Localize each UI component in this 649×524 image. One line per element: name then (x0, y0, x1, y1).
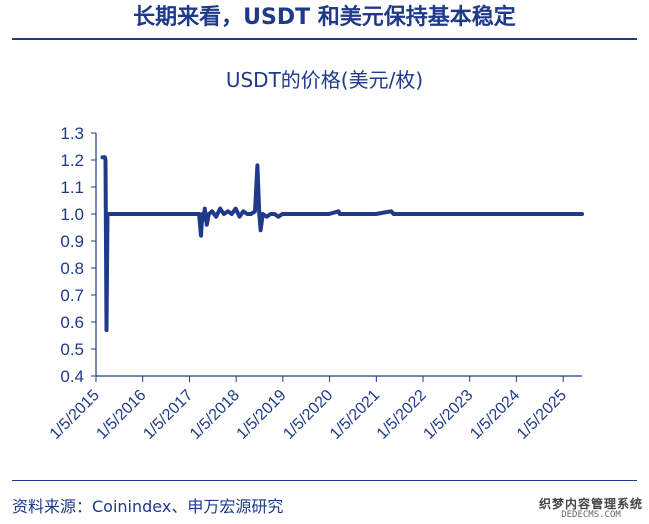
data-point (329, 214, 330, 215)
data-point (301, 214, 302, 215)
data-point (243, 211, 244, 212)
y-tick-label: 1.0 (60, 205, 84, 224)
data-point (202, 214, 203, 215)
watermark-line1: 织梦内容管理系统 (538, 496, 643, 511)
data-point (278, 216, 279, 217)
data-point (422, 214, 423, 215)
chart-axes (95, 133, 582, 377)
x-tick-label: 1/5/2015 (47, 387, 103, 443)
data-point (208, 214, 209, 215)
data-point (391, 211, 392, 212)
data-point (270, 214, 271, 215)
y-tick-label: 0.9 (60, 232, 84, 251)
source-note: 资料来源：Coinindex、申万宏源研究 (12, 497, 284, 516)
data-point (251, 214, 252, 215)
y-tick-label: 0.4 (60, 367, 84, 386)
data-point (439, 214, 440, 215)
data-point (260, 230, 261, 231)
data-point (582, 214, 583, 215)
y-tick-label: 0.8 (60, 259, 84, 278)
y-tick-label: 0.7 (60, 286, 84, 305)
series-group (100, 155, 584, 333)
data-point (262, 214, 263, 215)
data-point (562, 214, 563, 215)
data-point (142, 214, 143, 215)
data-point (255, 211, 256, 212)
data-point (231, 214, 232, 215)
y-tick-label: 0.5 (60, 340, 84, 359)
data-point (289, 214, 290, 215)
data-point (107, 214, 108, 215)
data-point (282, 214, 283, 215)
data-point (393, 214, 394, 215)
watermark: 织梦内容管理系统 DEDECMS.COM (539, 498, 643, 520)
data-point (266, 216, 267, 217)
x-tick-label: 1/5/2018 (187, 387, 243, 443)
x-tick-label: 1/5/2022 (374, 387, 430, 443)
data-point (313, 214, 314, 215)
data-point (102, 157, 103, 158)
x-axis-ticks: 1/5/20151/5/20161/5/20171/5/20181/5/2019… (47, 376, 570, 443)
x-tick-label: 1/5/2017 (140, 387, 196, 443)
data-point (206, 224, 207, 225)
data-point (259, 214, 260, 215)
x-tick-label: 1/5/2019 (234, 387, 290, 443)
data-point (515, 214, 516, 215)
data-point (274, 214, 275, 215)
data-point (360, 214, 361, 215)
x-tick-label: 1/5/2020 (280, 387, 336, 443)
data-point (227, 211, 228, 212)
data-point (223, 214, 224, 215)
y-tick-label: 1.2 (60, 151, 84, 170)
x-tick-label: 1/5/2025 (514, 387, 570, 443)
y-axis-ticks: 0.4 0.5 0.6 0.7 0.8 0.9 1.0 1.1 1.2 1.3 (60, 124, 96, 386)
data-point (189, 214, 190, 215)
data-point (469, 214, 470, 215)
x-tick-label: 1/5/2023 (420, 387, 476, 443)
footer-divider (12, 480, 637, 481)
data-point (204, 208, 205, 209)
data-point (235, 208, 236, 209)
data-point (338, 211, 339, 212)
series-line-0 (100, 155, 584, 333)
chart-title: USDT的价格(美元/枚) (225, 68, 424, 92)
y-tick-label: 1.1 (60, 178, 84, 197)
data-point (247, 214, 248, 215)
data-point (105, 160, 106, 161)
data-point (339, 214, 340, 215)
data-point (216, 216, 217, 217)
y-tick-label: 1.3 (60, 124, 84, 143)
watermark-line2: DEDECMS.COM (561, 509, 621, 520)
page-title: 长期来看，USDT 和美元保持基本稳定 (133, 5, 516, 30)
x-tick-label: 1/5/2024 (467, 387, 523, 443)
data-point (201, 235, 202, 236)
data-point (239, 216, 240, 217)
data-point (212, 211, 213, 212)
data-point (257, 165, 258, 166)
data-point (203, 219, 204, 220)
data-point (106, 330, 107, 331)
data-point (104, 157, 105, 158)
y-tick-label: 0.6 (60, 313, 84, 332)
header-divider (12, 38, 637, 40)
x-tick-label: 1/5/2021 (327, 387, 383, 443)
data-point (199, 214, 200, 215)
data-point (375, 214, 376, 215)
data-point (220, 208, 221, 209)
x-tick-label: 1/5/2016 (93, 387, 149, 443)
